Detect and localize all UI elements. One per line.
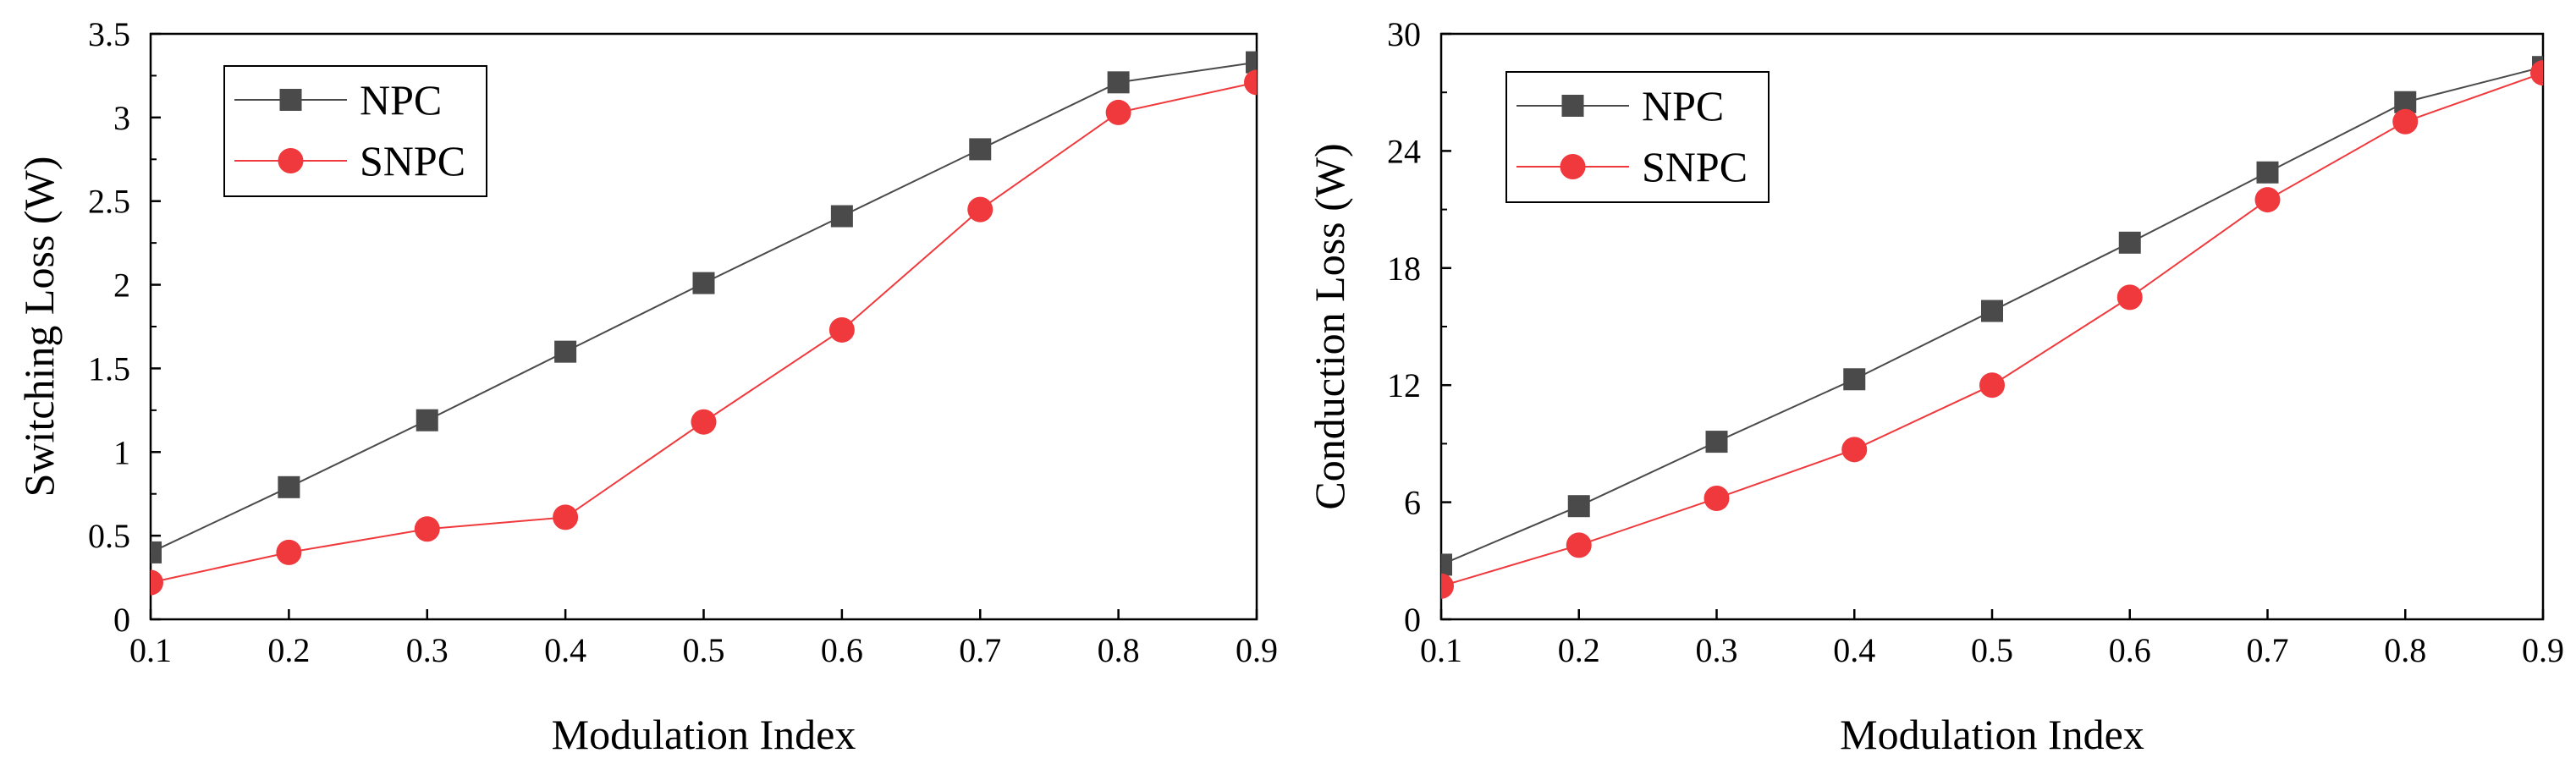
marker-npc [1705, 431, 1728, 453]
marker-snpc [2530, 60, 2543, 86]
marker-snpc [2116, 284, 2143, 311]
x-tick-label: 0.3 [1696, 631, 1738, 669]
marker-snpc [2254, 187, 2281, 213]
x-tick-label: 0.4 [544, 631, 586, 669]
y-tick-label: 1.5 [88, 349, 130, 388]
x-tick-label: 0.4 [1833, 631, 1875, 669]
x-tick-label: 0.2 [267, 631, 310, 669]
x-tick-label: 0.9 [1236, 631, 1278, 669]
marker-npc [1441, 553, 1452, 576]
y-tick-label: 30 [1387, 15, 1421, 53]
marker-npc [151, 541, 162, 563]
y-tick-label: 0.5 [88, 517, 130, 555]
y-tick-label: 12 [1387, 366, 1421, 404]
marker-npc [554, 340, 577, 363]
marker-snpc [414, 516, 440, 542]
switching-loss-chart: 0.1 0.2 0.3 0.4 0.5 0.6 0.7 0.8 0.9 0 0.5 1 1.5 2 2.5 3… [15, 15, 1278, 758]
legend-box [223, 65, 487, 197]
y-tick-label: 2 [113, 267, 130, 305]
tick-group: 0.1 0.2 0.3 0.4 0.5 0.6 0.7 0.8 0.9 0 6 12 18 24 30 [1387, 15, 2564, 669]
legend-marker-npc [1561, 95, 1584, 117]
marker-snpc [967, 196, 994, 223]
marker-snpc [1566, 532, 1592, 558]
marker-npc [1981, 300, 2003, 322]
marker-snpc [276, 539, 302, 565]
marker-npc [1246, 51, 1257, 74]
series-markers [1441, 56, 2543, 599]
x-tick-label: 0.6 [821, 631, 863, 669]
legend-marker-snpc [278, 148, 304, 173]
legend-box [1505, 71, 1770, 203]
x-tick-label: 0.9 [2522, 631, 2564, 669]
legend: NPC SNPC [223, 65, 487, 197]
legend-marker-snpc [1560, 154, 1586, 179]
legend-marker-npc [279, 89, 302, 111]
x-tick-label: 0.8 [1098, 631, 1140, 669]
conduction-loss-chart: 0.1 0.2 0.3 0.4 0.5 0.6 0.7 0.8 0.9 0 6 12 18 24 30 NP… [1306, 15, 2564, 758]
y-axis-title: Conduction Loss (W) [1306, 143, 1353, 509]
x-tick-label: 0.5 [1971, 631, 2013, 669]
y-tick-label: 3 [113, 99, 130, 137]
legend-label-snpc: SNPC [360, 137, 465, 184]
y-tick-label: 24 [1387, 132, 1421, 170]
marker-npc [2118, 231, 2141, 254]
marker-npc [830, 205, 853, 228]
marker-npc [692, 272, 715, 294]
legend: NPC SNPC [1505, 71, 1770, 203]
y-tick-label: 6 [1404, 484, 1421, 522]
y-tick-label: 0 [113, 601, 130, 639]
tick-group: 0.1 0.2 0.3 0.4 0.5 0.6 0.7 0.8 0.9 0 0.5 1 1.5 2 2.5 3… [88, 15, 1278, 669]
x-tick-label: 0.5 [683, 631, 725, 669]
marker-snpc [1704, 485, 1730, 511]
marker-npc [2256, 161, 2279, 184]
x-axis-title: Modulation Index [1840, 711, 2144, 758]
x-tick-label: 0.1 [1420, 631, 1462, 669]
x-tick-label: 0.7 [2247, 631, 2289, 669]
marker-snpc [1979, 372, 2005, 398]
x-tick-label: 0.7 [959, 631, 1001, 669]
y-tick-label: 3.5 [88, 15, 130, 53]
marker-npc [1843, 368, 1866, 391]
marker-snpc [1105, 99, 1131, 125]
marker-npc [969, 138, 992, 161]
marker-npc [1567, 495, 1590, 518]
marker-snpc [1441, 573, 1454, 599]
x-axis-title: Modulation Index [552, 711, 856, 758]
legend-label-snpc: SNPC [1642, 143, 1748, 190]
marker-snpc [1841, 437, 1868, 463]
marker-npc [278, 475, 300, 498]
y-tick-label: 2.5 [88, 183, 130, 221]
y-tick-label: 1 [113, 433, 130, 471]
marker-npc [1107, 71, 1130, 94]
marker-snpc [151, 569, 163, 596]
series-markers [151, 51, 1257, 596]
marker-snpc [1244, 69, 1257, 96]
x-tick-label: 0.1 [129, 631, 172, 669]
x-tick-label: 0.6 [2109, 631, 2151, 669]
marker-npc [416, 409, 438, 431]
y-tick-label: 18 [1387, 250, 1421, 288]
marker-snpc [691, 409, 717, 435]
x-tick-label: 0.8 [2384, 631, 2426, 669]
y-axis-title: Switching Loss (W) [15, 157, 63, 497]
marker-snpc [2392, 108, 2419, 135]
legend-label-npc: NPC [360, 76, 442, 124]
x-tick-label: 0.3 [406, 631, 449, 669]
legend-label-npc: NPC [1642, 82, 1724, 129]
y-tick-label: 0 [1404, 601, 1421, 639]
x-tick-label: 0.2 [1558, 631, 1600, 669]
marker-snpc [828, 316, 855, 343]
marker-snpc [553, 504, 579, 530]
